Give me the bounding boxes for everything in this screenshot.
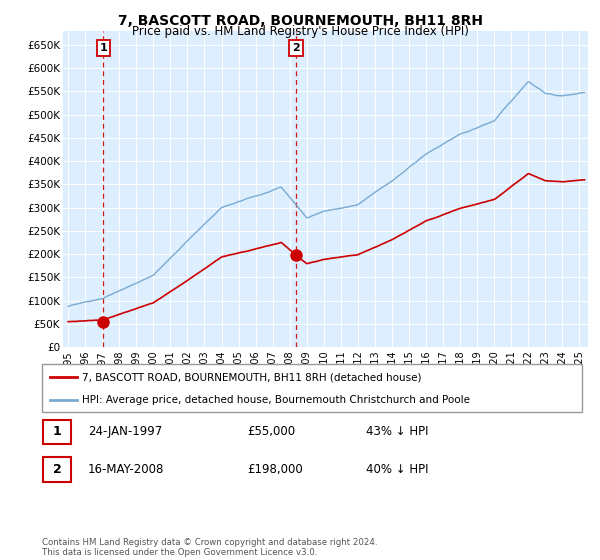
Text: 24-JAN-1997: 24-JAN-1997 [88, 425, 162, 438]
Text: Contains HM Land Registry data © Crown copyright and database right 2024.
This d: Contains HM Land Registry data © Crown c… [42, 538, 377, 557]
Text: 1: 1 [100, 43, 107, 53]
Text: 43% ↓ HPI: 43% ↓ HPI [366, 425, 428, 438]
Text: 1: 1 [53, 425, 61, 438]
Bar [43, 419, 71, 444]
Text: Price paid vs. HM Land Registry's House Price Index (HPI): Price paid vs. HM Land Registry's House … [131, 25, 469, 38]
Text: 2: 2 [53, 463, 61, 476]
Text: 40% ↓ HPI: 40% ↓ HPI [366, 463, 428, 476]
Text: £55,000: £55,000 [247, 425, 295, 438]
Text: 16-MAY-2008: 16-MAY-2008 [88, 463, 164, 476]
Text: 7, BASCOTT ROAD, BOURNEMOUTH, BH11 8RH: 7, BASCOTT ROAD, BOURNEMOUTH, BH11 8RH [118, 14, 482, 28]
Text: £198,000: £198,000 [247, 463, 303, 476]
Text: 7, BASCOTT ROAD, BOURNEMOUTH, BH11 8RH (detached house): 7, BASCOTT ROAD, BOURNEMOUTH, BH11 8RH (… [83, 372, 422, 382]
Text: 2: 2 [292, 43, 300, 53]
Text: HPI: Average price, detached house, Bournemouth Christchurch and Poole: HPI: Average price, detached house, Bour… [83, 395, 470, 405]
Bar [43, 457, 71, 482]
